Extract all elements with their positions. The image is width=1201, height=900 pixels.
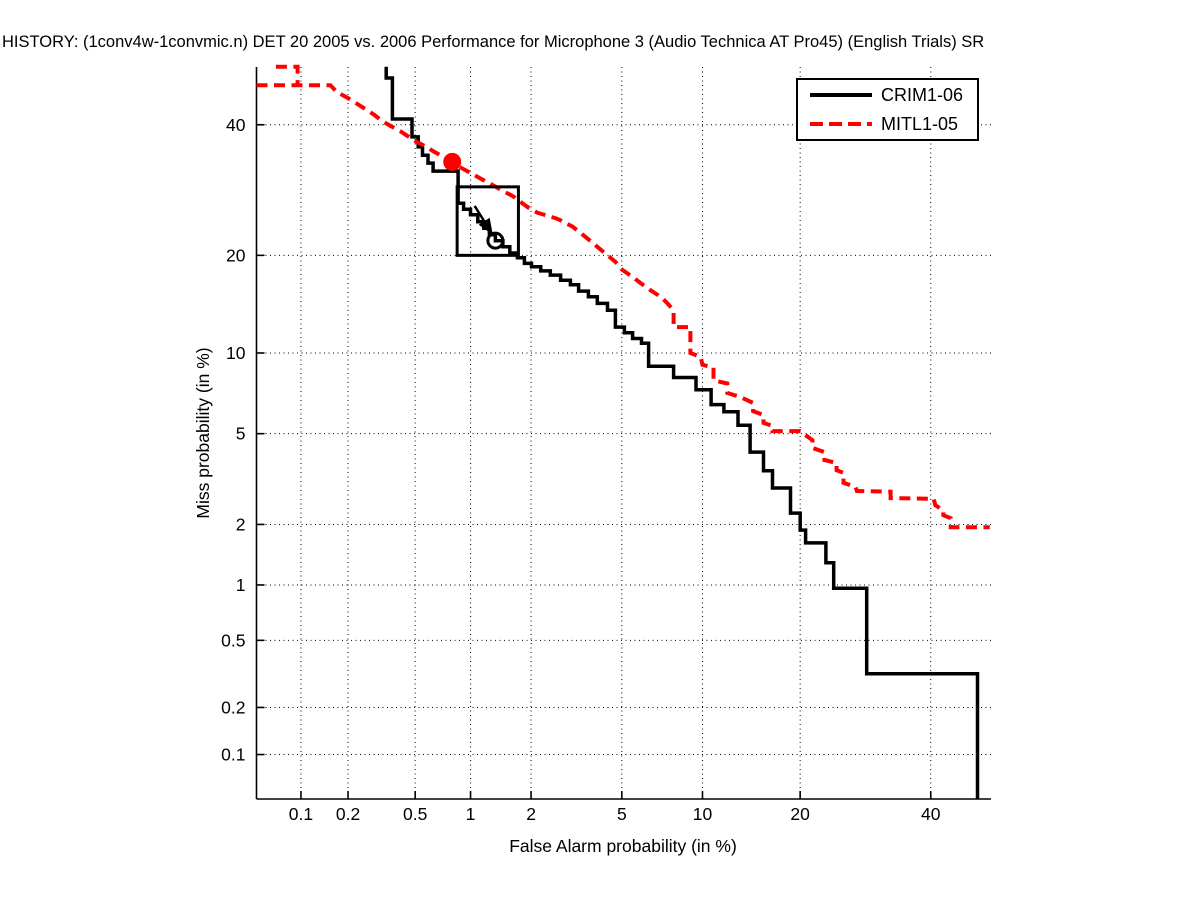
y-tick-label-40: 40 [226,115,246,135]
y-tick-label-10: 10 [226,343,246,363]
curve-crim1-06 [384,66,980,799]
curve-mitl1-05-seg0 [275,64,300,86]
y-tick-label-0.2: 0.2 [221,697,245,717]
legend-label: MITL1-05 [881,113,959,134]
zoom-region-box [455,185,520,257]
x-axis-label: False Alarm probability (in %) [509,836,737,856]
y-tick-label-20: 20 [226,245,246,265]
legend-entry-crim1-06: CRIM1-06 [798,82,977,108]
y-axis-label: Miss probability (in %) [193,347,213,519]
y-tick-label-0.5: 0.5 [221,630,245,650]
legend-box: CRIM1-06 MITL1-05 [796,78,979,141]
curve-mitl1-05-seg1 [256,83,990,530]
legend-line-sample-dashed [810,121,872,126]
y-tick-label-2: 2 [236,514,246,534]
x-tick-label-0.1: 0.1 [289,804,313,824]
x-tick-label-5: 5 [617,804,627,824]
x-tick-label-0.2: 0.2 [336,804,360,824]
annotation-arrow-head [478,217,493,235]
legend-label: CRIM1-06 [881,85,964,106]
marker-crim-operating-point [486,231,505,250]
x-tick-label-2: 2 [526,804,536,824]
x-tick-label-1: 1 [466,804,476,824]
chart-title: HISTORY: (1conv4w-1convmic.n) DET 20 200… [2,33,985,51]
x-tick-label-0.5: 0.5 [403,804,427,824]
legend-entry-mitl1-05: MITL1-05 [798,111,977,137]
legend-line-sample-solid [810,93,872,98]
y-tick-label-1: 1 [236,575,246,595]
x-tick-label-20: 20 [790,804,810,824]
marker-mitl-operating-point [443,152,462,171]
y-tick-label-0.1: 0.1 [221,745,245,765]
x-tick-label-10: 10 [693,804,713,824]
x-tick-label-40: 40 [921,804,941,824]
y-tick-label-5: 5 [236,424,246,444]
